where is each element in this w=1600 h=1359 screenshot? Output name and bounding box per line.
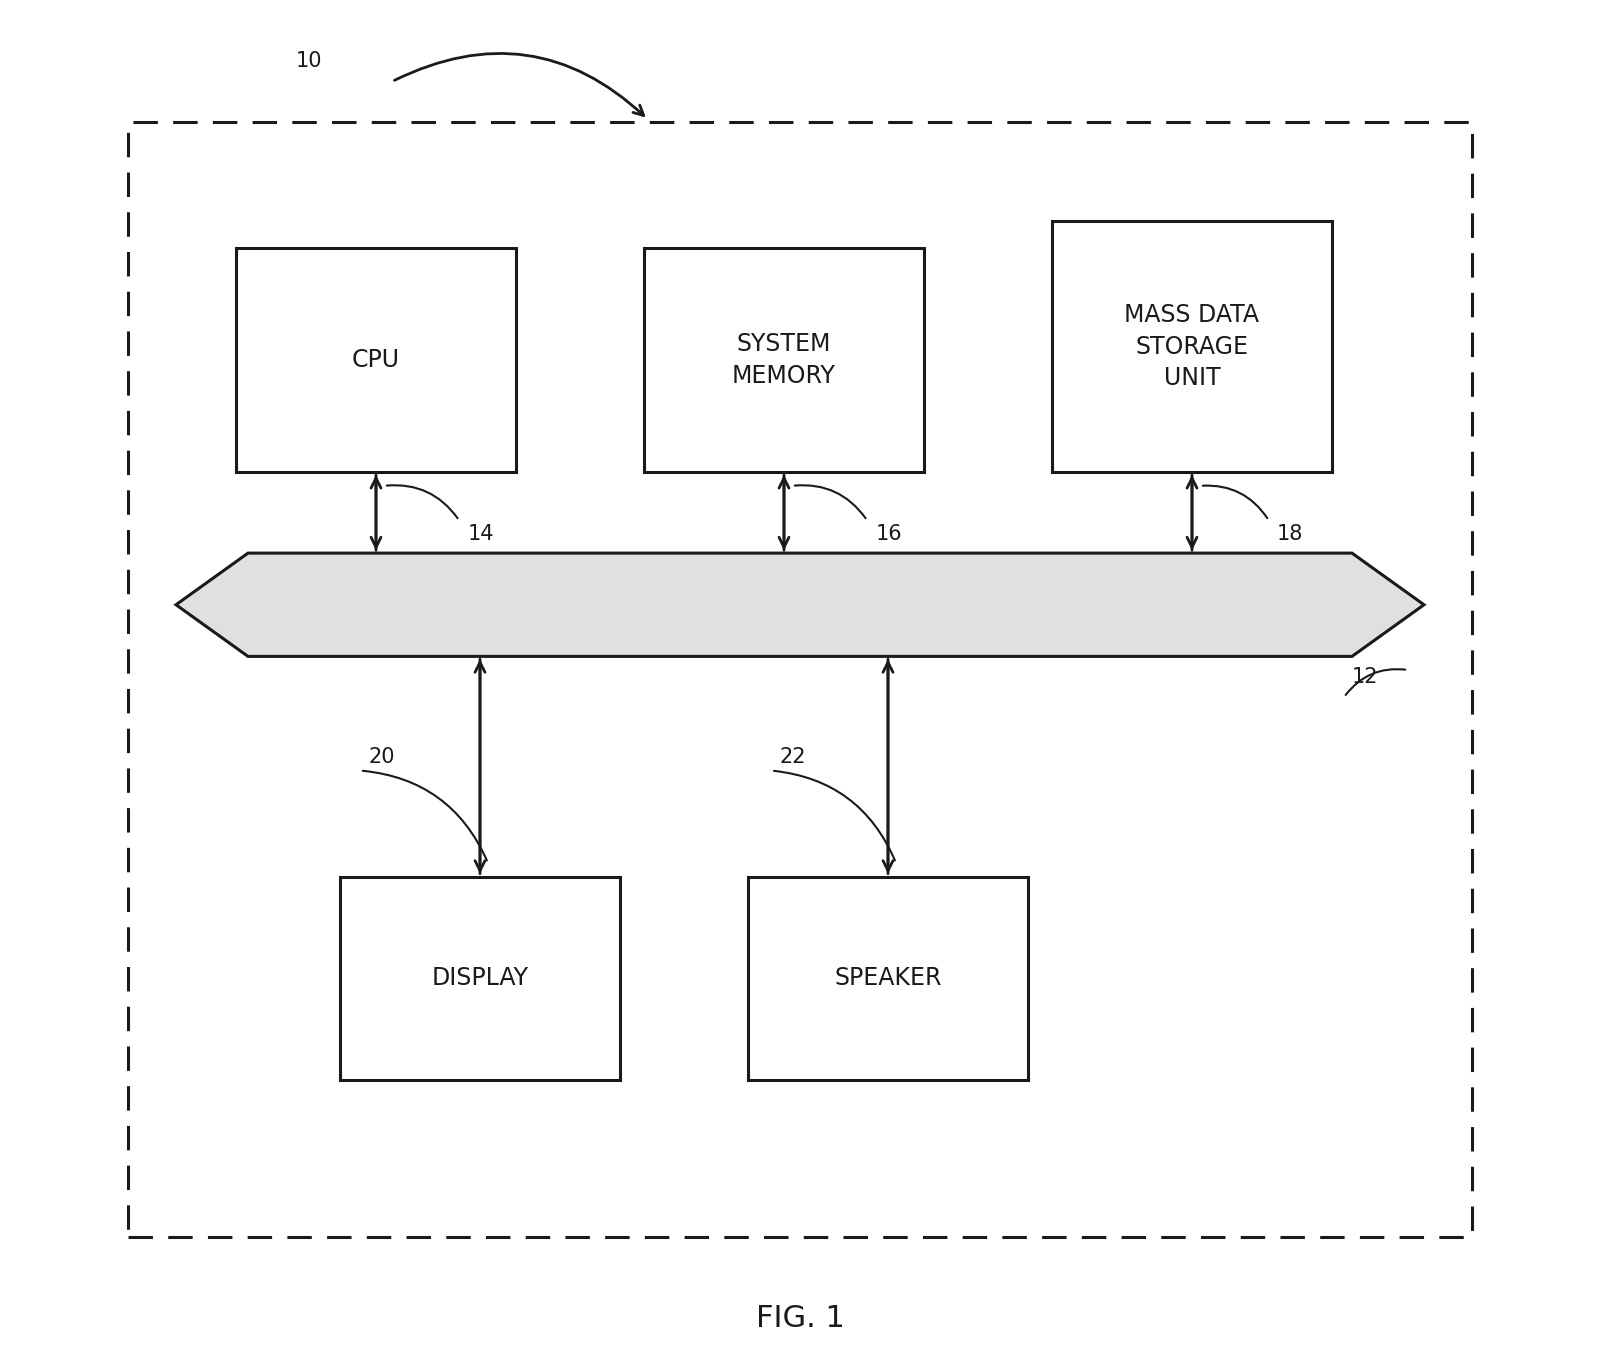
Bar <box>339 877 621 1080</box>
Bar <box>749 877 1027 1080</box>
Text: DISPLAY: DISPLAY <box>432 966 528 991</box>
Text: SYSTEM
MEMORY: SYSTEM MEMORY <box>733 333 835 387</box>
Text: FIG. 1: FIG. 1 <box>755 1303 845 1333</box>
Bar <box>643 247 923 473</box>
Bar <box>237 247 515 473</box>
Text: 16: 16 <box>875 525 902 544</box>
Text: 22: 22 <box>779 747 806 766</box>
Text: 12: 12 <box>1352 667 1379 686</box>
Bar <box>1053 222 1331 473</box>
Text: 18: 18 <box>1277 525 1302 544</box>
Text: 14: 14 <box>467 525 494 544</box>
Text: MASS DATA
STORAGE
UNIT: MASS DATA STORAGE UNIT <box>1125 303 1259 390</box>
Text: 10: 10 <box>296 52 323 71</box>
Text: 20: 20 <box>368 747 395 766</box>
Text: CPU: CPU <box>352 348 400 372</box>
Bar <box>128 122 1472 1237</box>
Text: SPEAKER: SPEAKER <box>834 966 942 991</box>
Polygon shape <box>176 553 1424 656</box>
